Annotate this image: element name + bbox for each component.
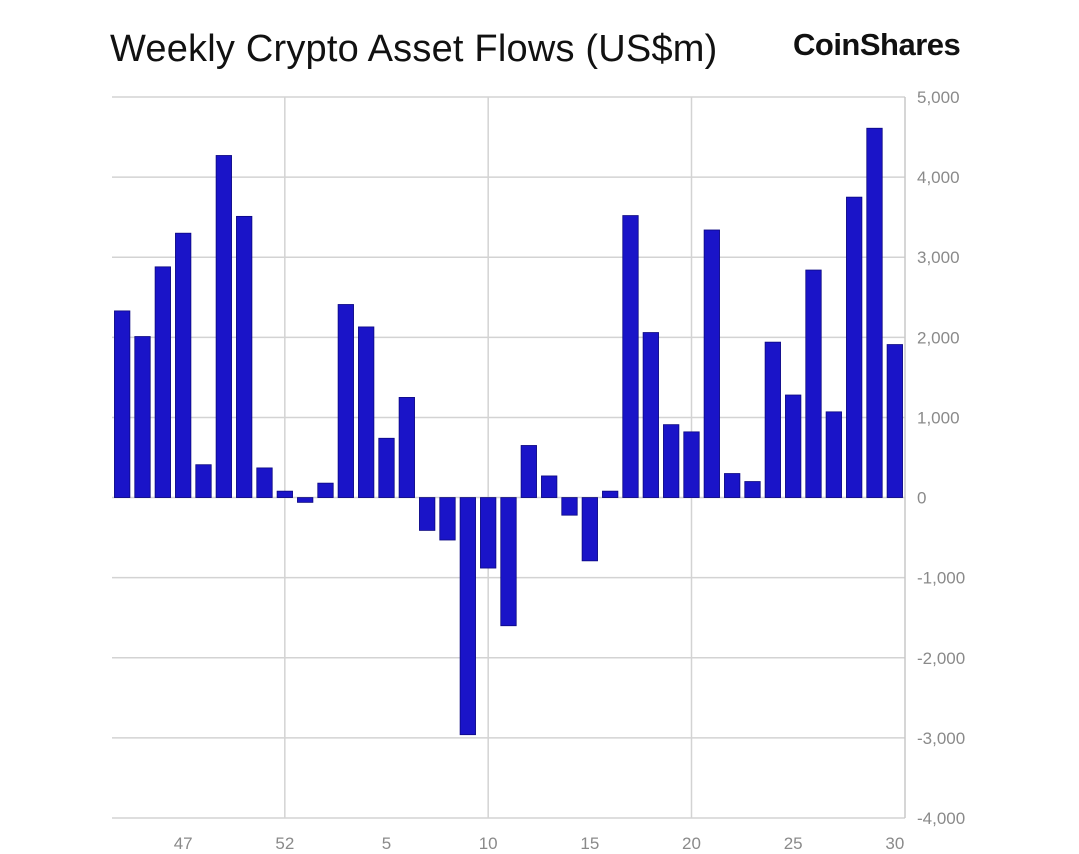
y-tick-label: -3,000 <box>917 729 965 748</box>
bar <box>764 341 781 498</box>
bar <box>398 397 415 498</box>
y-axis-labels: 5,000 4,000 3,000 2,000 1,000 0 -1,000 -2,000 -3… <box>917 88 965 828</box>
x-tick-label: 30 <box>885 834 904 853</box>
bars <box>114 127 903 736</box>
y-tick-label: 1,000 <box>917 408 960 427</box>
x-tick-label: 52 <box>275 834 294 853</box>
bar <box>724 473 741 498</box>
bar <box>337 304 354 498</box>
bar <box>317 482 334 498</box>
x-tick-label: 5 <box>382 834 391 853</box>
chart-title: Weekly Crypto Asset Flows (US$m) <box>110 28 718 70</box>
bar <box>805 269 822 498</box>
bar <box>602 490 619 498</box>
bar <box>663 424 680 498</box>
bar <box>744 481 761 498</box>
bar <box>134 336 151 498</box>
bar <box>846 196 863 498</box>
bar <box>480 497 497 569</box>
bar <box>378 437 395 498</box>
bar <box>622 215 639 498</box>
y-tick-label: 5,000 <box>917 88 960 107</box>
bar <box>581 497 598 562</box>
bar <box>703 229 720 498</box>
bar <box>886 344 903 498</box>
x-axis-labels: 47 52 5 10 15 20 25 30 <box>174 834 905 853</box>
bar <box>419 497 436 531</box>
bar <box>520 445 537 498</box>
x-tick-label: 10 <box>479 834 498 853</box>
bar <box>276 490 293 498</box>
bar <box>256 467 273 498</box>
x-tick-label: 47 <box>174 834 193 853</box>
bar <box>114 310 131 498</box>
bar <box>642 332 659 498</box>
bar <box>825 411 842 498</box>
y-tick-label: 3,000 <box>917 248 960 267</box>
bar <box>297 497 314 503</box>
bar <box>683 431 700 498</box>
bar <box>358 326 375 498</box>
bar <box>500 497 517 627</box>
y-tick-label: 0 <box>917 489 926 508</box>
x-tick-label: 20 <box>682 834 701 853</box>
bar <box>154 266 171 498</box>
bar <box>561 497 578 516</box>
y-tick-label: -2,000 <box>917 649 965 668</box>
x-tick-label: 25 <box>784 834 803 853</box>
y-tick-label: 4,000 <box>917 168 960 187</box>
bar <box>236 215 253 498</box>
bar <box>439 497 456 541</box>
bar <box>785 394 802 498</box>
bar <box>866 127 883 498</box>
y-tick-label: -1,000 <box>917 569 965 588</box>
bar <box>175 232 192 498</box>
bar <box>541 475 558 498</box>
bar <box>215 155 232 498</box>
x-tick-label: 15 <box>580 834 599 853</box>
y-tick-label: 2,000 <box>917 328 960 347</box>
bar <box>459 497 476 736</box>
bar <box>195 464 212 498</box>
y-tick-label: -4,000 <box>917 809 965 828</box>
brand-logo: CoinShares <box>793 27 961 62</box>
